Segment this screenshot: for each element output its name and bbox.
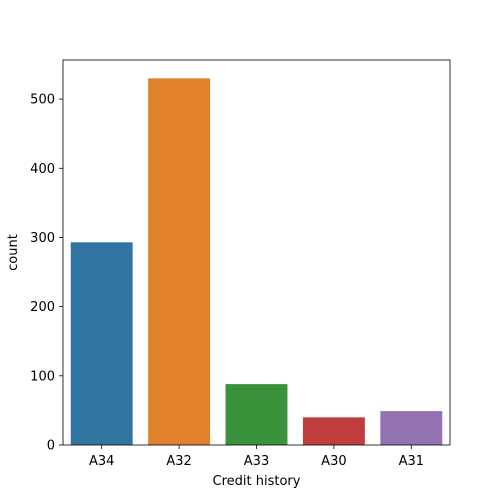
y-axis-ticks: 0 100 200 300 400 500 <box>30 93 63 454</box>
bar-a33 <box>225 384 288 445</box>
x-tick-label: A31 <box>399 454 424 469</box>
x-axis-ticks: A34 A32 A33 A30 A31 <box>89 445 424 469</box>
y-tick-label: 0 <box>47 439 55 454</box>
y-tick-label: 200 <box>30 300 55 315</box>
x-tick-label: A34 <box>89 454 114 469</box>
y-tick-label: 300 <box>30 231 55 246</box>
x-tick-label: A33 <box>244 454 269 469</box>
bar-a34 <box>70 242 133 445</box>
plot-frame <box>62 59 451 446</box>
bar-a31 <box>380 411 443 445</box>
x-axis-label: Credit history <box>213 474 301 489</box>
x-tick-label: A32 <box>166 454 191 469</box>
bar-a32 <box>148 78 211 445</box>
x-tick-label: A30 <box>321 454 346 469</box>
y-tick-label: 100 <box>30 369 55 384</box>
bar-a30 <box>302 417 365 445</box>
y-tick-label: 500 <box>30 93 55 108</box>
y-tick-label: 400 <box>30 162 55 177</box>
bars-layer <box>70 78 443 445</box>
y-axis-label: count <box>6 234 21 271</box>
